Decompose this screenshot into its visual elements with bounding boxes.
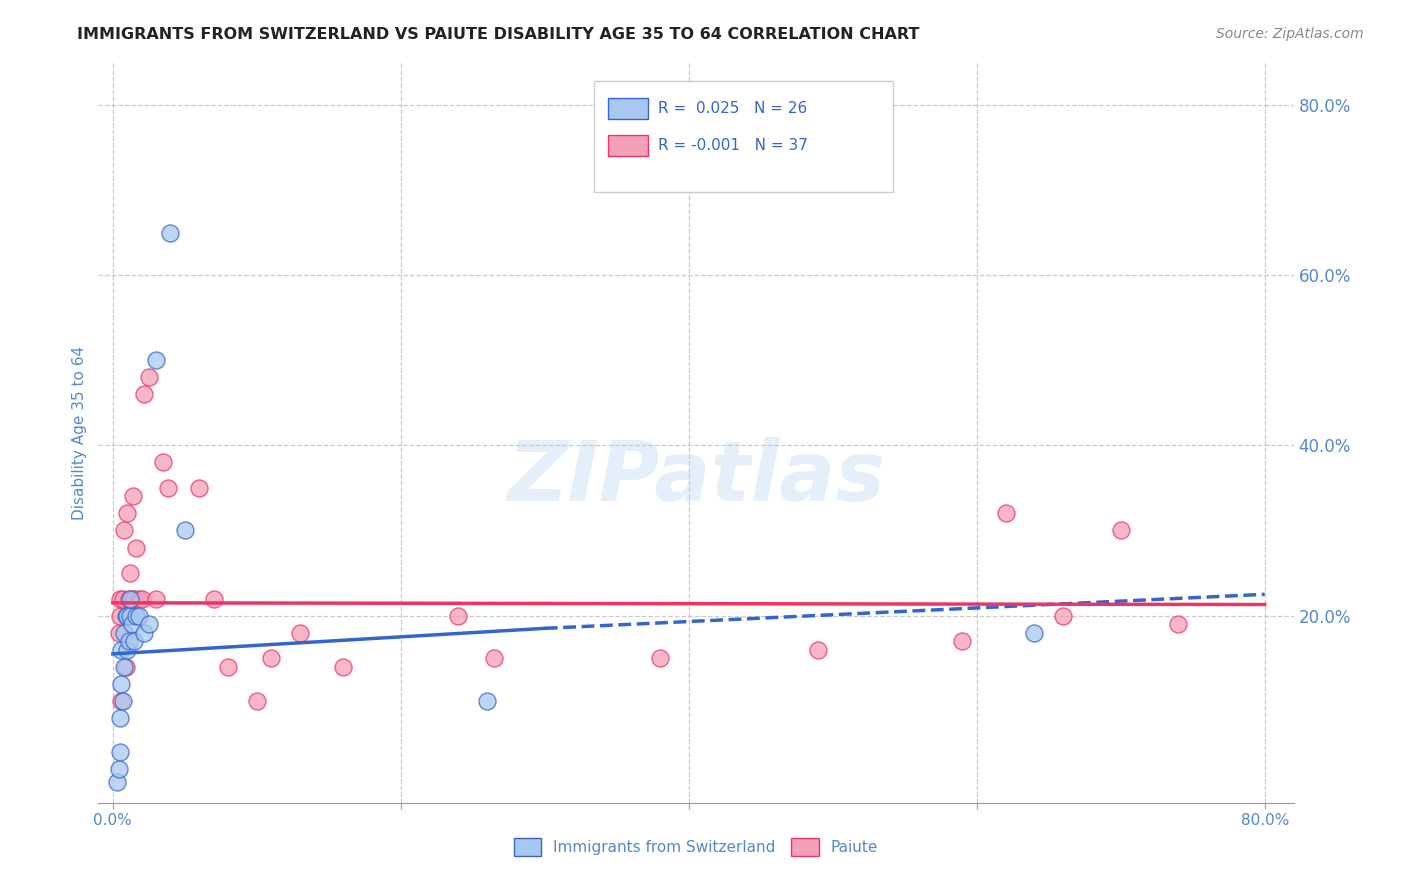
- Point: [107, 762, 129, 776]
- Point: [120, 566, 142, 580]
- Point: [108, 608, 131, 623]
- Point: [115, 507, 138, 521]
- Point: [108, 745, 131, 759]
- Point: [138, 617, 160, 632]
- Point: [121, 617, 143, 632]
- Text: R =  0.025   N = 26: R = 0.025 N = 26: [658, 101, 807, 116]
- Point: [124, 591, 146, 606]
- Point: [118, 591, 141, 606]
- Point: [134, 387, 156, 401]
- Point: [121, 591, 143, 606]
- Text: R = -0.001   N = 37: R = -0.001 N = 37: [658, 138, 807, 153]
- FancyBboxPatch shape: [607, 98, 648, 120]
- Point: [1052, 608, 1074, 623]
- Text: Source: ZipAtlas.com: Source: ZipAtlas.com: [1216, 27, 1364, 41]
- Point: [173, 524, 195, 538]
- Point: [1109, 524, 1132, 538]
- Point: [125, 608, 148, 623]
- Point: [118, 634, 141, 648]
- Point: [138, 370, 160, 384]
- Point: [202, 591, 225, 606]
- Point: [156, 481, 179, 495]
- Text: ZIPatlas: ZIPatlas: [508, 436, 884, 517]
- Point: [120, 608, 142, 623]
- Point: [125, 541, 148, 555]
- Point: [484, 651, 506, 665]
- Point: [246, 694, 269, 708]
- Point: [112, 659, 135, 673]
- Point: [110, 642, 132, 657]
- Point: [260, 651, 283, 665]
- Point: [108, 711, 131, 725]
- Point: [115, 608, 138, 623]
- Point: [332, 659, 354, 673]
- FancyBboxPatch shape: [607, 135, 648, 156]
- Point: [128, 608, 150, 623]
- Point: [477, 694, 499, 708]
- Point: [108, 591, 131, 606]
- Point: [188, 481, 211, 495]
- Point: [447, 608, 470, 623]
- Point: [111, 591, 134, 606]
- Point: [110, 694, 132, 708]
- Point: [1167, 617, 1189, 632]
- Point: [1024, 625, 1046, 640]
- Point: [105, 774, 128, 789]
- Point: [217, 659, 239, 673]
- FancyBboxPatch shape: [595, 81, 893, 192]
- Point: [120, 591, 142, 606]
- Text: IMMIGRANTS FROM SWITZERLAND VS PAIUTE DISABILITY AGE 35 TO 64 CORRELATION CHART: IMMIGRANTS FROM SWITZERLAND VS PAIUTE DI…: [77, 27, 920, 42]
- Point: [128, 591, 150, 606]
- Point: [114, 608, 136, 623]
- Point: [112, 524, 135, 538]
- Point: [131, 591, 153, 606]
- Point: [145, 353, 167, 368]
- Point: [288, 625, 311, 640]
- Point: [114, 659, 136, 673]
- Point: [807, 642, 830, 657]
- Point: [950, 634, 973, 648]
- Point: [152, 455, 174, 469]
- Y-axis label: Disability Age 35 to 64: Disability Age 35 to 64: [72, 345, 87, 520]
- Point: [122, 490, 145, 504]
- Legend: Immigrants from Switzerland, Paiute: Immigrants from Switzerland, Paiute: [508, 832, 884, 862]
- Point: [994, 507, 1017, 521]
- Point: [115, 642, 138, 657]
- Point: [134, 625, 156, 640]
- Point: [124, 634, 146, 648]
- Point: [112, 625, 135, 640]
- Point: [111, 694, 134, 708]
- Point: [107, 625, 129, 640]
- Point: [159, 226, 181, 240]
- Point: [648, 651, 671, 665]
- Point: [110, 676, 132, 690]
- Point: [145, 591, 167, 606]
